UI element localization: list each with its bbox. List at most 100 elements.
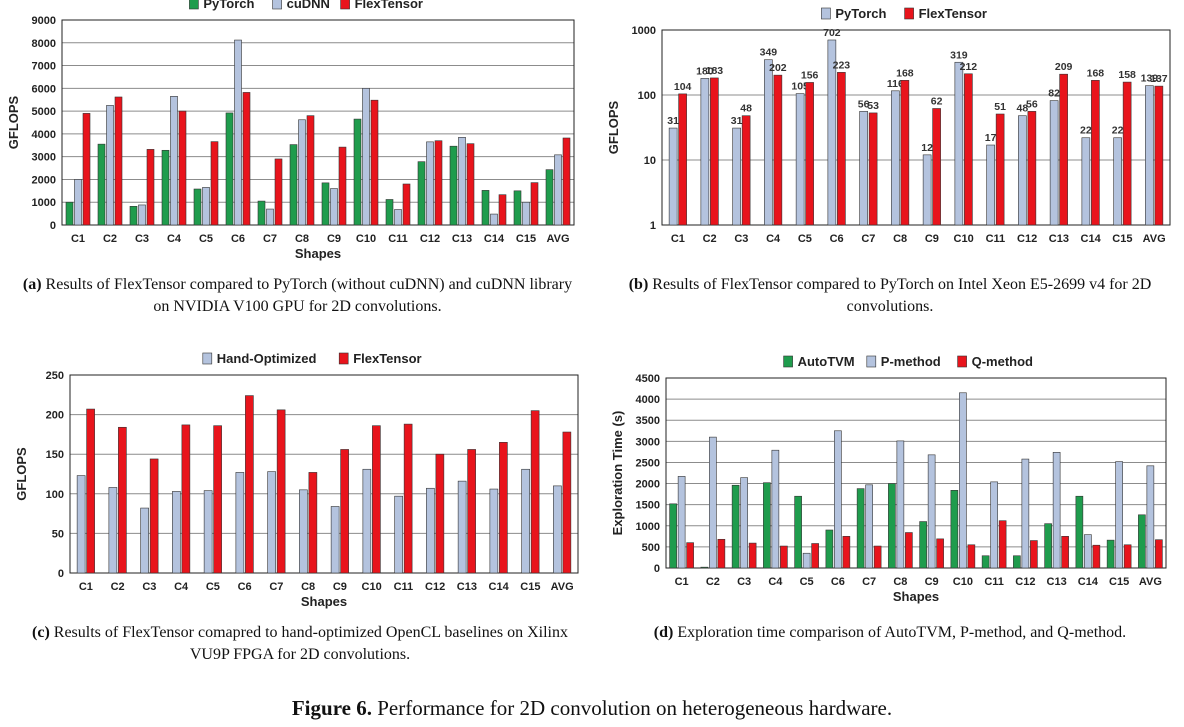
bar bbox=[362, 88, 370, 226]
data-label: 48 bbox=[740, 103, 752, 115]
x-tick-label: C11 bbox=[986, 233, 1006, 245]
data-label: 56 bbox=[1026, 98, 1038, 110]
bar bbox=[242, 92, 251, 226]
bar bbox=[773, 74, 783, 226]
x-tick-label: C12 bbox=[1017, 233, 1037, 245]
bar bbox=[181, 424, 191, 574]
x-tick-label: C13 bbox=[1047, 576, 1067, 588]
y-tick-label: 100 bbox=[46, 489, 64, 501]
bar bbox=[274, 158, 283, 226]
bar bbox=[202, 187, 210, 226]
bar bbox=[330, 506, 340, 574]
x-tick-label: C2 bbox=[706, 576, 720, 588]
bar bbox=[86, 408, 95, 574]
chart-a: 0 1000 2000 3000 4000 5000 6000 7000 8000 9000 C1 C… bbox=[6, 0, 575, 261]
data-label: 104 bbox=[674, 81, 692, 93]
y-tick-label: 8000 bbox=[32, 38, 56, 50]
bar bbox=[140, 507, 149, 574]
x-tick-label: C15 bbox=[1112, 233, 1132, 245]
x-tick-label: C5 bbox=[800, 576, 814, 588]
bar bbox=[340, 449, 349, 574]
data-label: 56 bbox=[858, 98, 870, 110]
x-tick-label: C11 bbox=[394, 581, 414, 593]
bar bbox=[308, 472, 318, 574]
x-tick-label: C1 bbox=[671, 233, 685, 245]
bar bbox=[203, 490, 213, 574]
bar bbox=[353, 118, 362, 226]
y-tick-label: 1000 bbox=[636, 521, 660, 533]
x-tick-label: C12 bbox=[1015, 576, 1035, 588]
data-label: 180 bbox=[696, 65, 714, 77]
y-tick-label: 4000 bbox=[636, 394, 660, 406]
bar bbox=[426, 141, 434, 226]
bar bbox=[827, 39, 837, 226]
data-label: 139 bbox=[1141, 73, 1159, 85]
bar bbox=[927, 454, 936, 569]
x-tick-label: C1 bbox=[79, 581, 93, 593]
bar bbox=[932, 108, 941, 226]
bar bbox=[338, 146, 347, 226]
bar bbox=[990, 481, 998, 569]
bar bbox=[1059, 73, 1068, 226]
bar bbox=[967, 544, 976, 569]
y-tick-label: 0 bbox=[654, 563, 660, 575]
bar bbox=[106, 105, 114, 226]
bar bbox=[1075, 495, 1084, 569]
bar bbox=[213, 425, 222, 574]
y-tick-label: 0 bbox=[50, 220, 56, 232]
legend-swatch bbox=[338, 352, 349, 365]
x-tick-label: C11 bbox=[388, 233, 408, 245]
y-tick-label: 2000 bbox=[636, 479, 660, 491]
bar bbox=[1146, 465, 1155, 569]
x-tick-label: C3 bbox=[135, 233, 149, 245]
data-label: 62 bbox=[931, 95, 943, 107]
bar bbox=[481, 190, 490, 226]
legend-label: Q-method bbox=[972, 354, 1033, 369]
legend-label: PyTorch bbox=[835, 6, 886, 21]
bar bbox=[842, 536, 851, 569]
bar bbox=[394, 209, 402, 226]
y-tick-label: 1000 bbox=[632, 25, 656, 37]
data-label: 31 bbox=[731, 115, 743, 127]
bar bbox=[562, 431, 572, 574]
bar bbox=[394, 495, 403, 574]
x-tick-label: C12 bbox=[425, 581, 445, 593]
y-tick-label: 5000 bbox=[32, 106, 56, 118]
bar bbox=[771, 449, 780, 569]
bar bbox=[257, 200, 266, 226]
x-tick-label: C6 bbox=[830, 233, 844, 245]
bar bbox=[1106, 539, 1115, 569]
legend-label: PyTorch bbox=[203, 0, 254, 11]
x-tick-label: C3 bbox=[142, 581, 156, 593]
bar bbox=[178, 110, 187, 226]
legend-label: cuDNN bbox=[287, 0, 330, 11]
data-label: 105 bbox=[791, 81, 809, 93]
bar bbox=[299, 489, 308, 574]
bar bbox=[802, 552, 811, 569]
x-tick-label: C8 bbox=[893, 576, 907, 588]
x-tick-label: C9 bbox=[925, 576, 939, 588]
bar bbox=[403, 423, 413, 574]
plot-frame bbox=[69, 374, 579, 574]
x-tick-label: C14 bbox=[484, 233, 505, 245]
bar bbox=[530, 410, 540, 574]
bar bbox=[118, 426, 127, 574]
bar bbox=[732, 127, 741, 226]
y-tick-label: 100 bbox=[638, 90, 656, 102]
x-tick-label: C1 bbox=[675, 576, 689, 588]
bar bbox=[1052, 452, 1061, 569]
bar bbox=[466, 143, 475, 226]
bar bbox=[108, 487, 118, 574]
bar bbox=[1113, 137, 1122, 226]
x-tick-label: C11 bbox=[984, 576, 1004, 588]
x-tick-label: C14 bbox=[489, 581, 510, 593]
data-label: 349 bbox=[760, 47, 778, 59]
bar bbox=[950, 490, 959, 569]
bar bbox=[891, 90, 900, 226]
y-tick-label: 2000 bbox=[32, 174, 56, 186]
bar bbox=[65, 201, 74, 226]
bar bbox=[467, 449, 476, 574]
bar bbox=[986, 144, 995, 226]
caption-b: (b) Results of FlexTensor compared to Py… bbox=[628, 276, 1152, 315]
bar bbox=[161, 149, 170, 226]
